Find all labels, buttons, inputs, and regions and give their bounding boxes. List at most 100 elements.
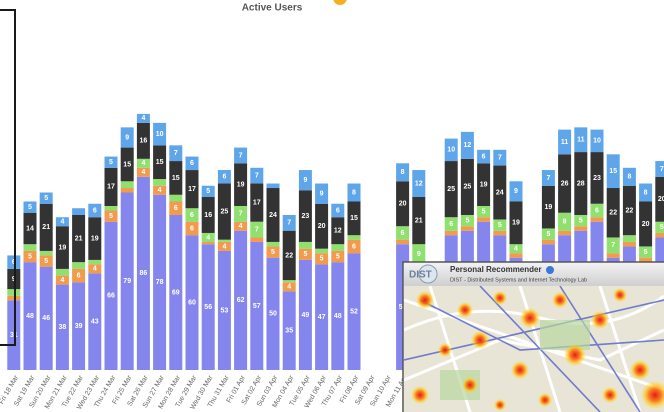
bar-segment xyxy=(250,237,263,241)
data-label: 9 xyxy=(320,190,324,197)
data-label: 12 xyxy=(415,180,423,187)
bar-segment xyxy=(461,226,474,230)
data-label: 7 xyxy=(660,166,664,173)
bar-segment xyxy=(218,240,231,242)
status-dot xyxy=(333,0,347,5)
data-label: 5 xyxy=(546,231,550,238)
data-label: 19 xyxy=(59,244,67,251)
data-label: 86 xyxy=(140,270,148,277)
data-label: 11 xyxy=(577,137,585,144)
data-label: 20 xyxy=(399,201,407,208)
data-label: 5 xyxy=(465,217,469,224)
data-label: 5 xyxy=(109,213,113,220)
data-label: 11 xyxy=(561,139,569,146)
data-label: 39 xyxy=(75,323,83,330)
data-label: 4 xyxy=(141,160,145,167)
bar-segment xyxy=(56,269,69,276)
panel-title: Personal Recommender xyxy=(450,265,542,274)
data-label: 9 xyxy=(417,251,421,258)
data-label: 21 xyxy=(42,224,50,231)
bar-segment xyxy=(7,296,20,300)
bar-segment xyxy=(445,231,458,235)
bar-segment xyxy=(299,242,312,249)
data-label: 17 xyxy=(253,199,261,206)
data-label: 7 xyxy=(255,173,259,180)
bar-segment xyxy=(396,240,409,244)
data-label: 49 xyxy=(302,312,310,319)
data-label: 6 xyxy=(595,207,599,214)
data-label: 19 xyxy=(91,235,99,242)
bar-segment xyxy=(88,260,101,264)
bar-segment xyxy=(267,184,280,188)
bar-segment xyxy=(348,235,361,239)
data-label: 6 xyxy=(190,160,194,167)
bar-segment xyxy=(574,226,587,230)
data-label: 48 xyxy=(26,313,34,320)
bar-segment xyxy=(7,289,20,296)
data-label: 62 xyxy=(237,297,245,304)
data-label: 15 xyxy=(123,161,131,168)
bar-segment xyxy=(493,231,506,235)
data-label: 52 xyxy=(350,308,358,315)
bar-segment xyxy=(655,233,664,237)
data-label: 66 xyxy=(107,293,115,300)
data-label: 9 xyxy=(125,134,129,141)
data-label: 17 xyxy=(188,186,196,193)
data-label: 23 xyxy=(302,213,310,220)
data-label: 8 xyxy=(401,169,405,176)
heat-map[interactable] xyxy=(404,286,664,412)
logo: DIST xyxy=(409,270,432,281)
data-label: 23 xyxy=(593,175,601,182)
data-label: 19 xyxy=(545,204,553,211)
data-label: 5 xyxy=(579,217,583,224)
data-label: 26 xyxy=(561,180,569,187)
data-label: 20 xyxy=(318,223,326,230)
recommender-panel: DIST Personal Recommender DIST - Distrib… xyxy=(403,262,664,412)
data-label: 6 xyxy=(190,212,194,219)
data-label: 6 xyxy=(222,174,226,181)
bar-segment xyxy=(283,280,296,282)
bar-segment xyxy=(510,253,523,257)
data-label: 79 xyxy=(123,278,131,285)
data-label: 5 xyxy=(44,258,48,265)
data-label: 9 xyxy=(303,177,307,184)
bar-segment xyxy=(24,244,37,251)
data-label: 4 xyxy=(239,223,243,230)
data-label: 7 xyxy=(287,220,291,227)
data-label: 7 xyxy=(174,150,178,157)
data-label: 31 xyxy=(10,332,18,339)
data-label: 4 xyxy=(60,277,64,284)
data-label: 5 xyxy=(482,208,486,215)
data-label: 50 xyxy=(269,311,277,318)
bar-segment xyxy=(542,240,555,244)
data-label: 4 xyxy=(514,246,518,253)
info-icon[interactable] xyxy=(546,266,554,274)
data-label: 5 xyxy=(320,256,324,263)
data-label: 78 xyxy=(156,279,164,286)
data-label: 8 xyxy=(352,189,356,196)
bar-segment xyxy=(40,251,53,255)
data-label: 17 xyxy=(107,184,115,191)
bar-segment xyxy=(558,231,571,235)
data-label: 46 xyxy=(42,315,50,322)
bar-segment xyxy=(623,242,636,246)
data-label: 69 xyxy=(172,289,180,296)
data-label: 15 xyxy=(156,159,164,166)
data-label: 5 xyxy=(271,249,275,256)
data-label: 43 xyxy=(91,319,99,326)
bar-segment xyxy=(202,242,215,244)
data-label: 20 xyxy=(658,196,664,203)
data-label: 5 xyxy=(206,188,210,195)
data-label: 57 xyxy=(253,303,261,310)
data-label: 4 xyxy=(93,266,97,273)
data-label: 15 xyxy=(172,175,180,182)
data-label: 22 xyxy=(285,252,293,259)
data-label: 6 xyxy=(352,243,356,250)
data-label: 12 xyxy=(464,142,472,149)
data-label: 28 xyxy=(577,180,585,187)
data-label: 48 xyxy=(334,313,342,320)
data-label: 5 xyxy=(44,195,48,202)
data-label: 6 xyxy=(449,221,453,228)
page: {"chart_data": {"type": "bar", "stacked"… xyxy=(0,0,664,412)
chart-title: Active Users xyxy=(242,3,303,14)
